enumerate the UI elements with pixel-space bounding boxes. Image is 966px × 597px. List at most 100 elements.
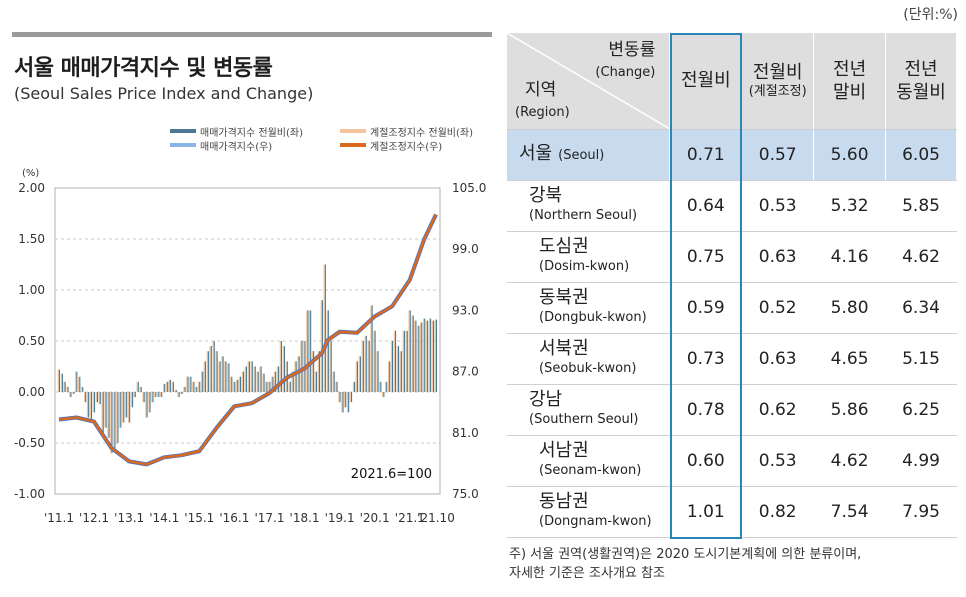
left-axis-unit: (%) — [22, 168, 39, 179]
mom-bar — [409, 310, 411, 392]
sa-mom-bar — [168, 379, 170, 392]
sa-mom-bar — [92, 392, 94, 413]
table-unit: (단위:%) — [903, 7, 958, 23]
sa-mom-bar — [291, 371, 293, 392]
sa-mom-bar — [338, 392, 340, 403]
sa-mom-bar — [75, 371, 77, 392]
title-accent-bar — [12, 32, 492, 37]
sa-mom-bar — [335, 381, 337, 392]
sa-mom-bar — [66, 386, 68, 392]
mom-bar — [140, 386, 142, 392]
sa-mom-bar — [89, 392, 91, 423]
sa-mom-bar — [180, 392, 182, 395]
header-yoy: 전년 동월비 — [885, 33, 957, 130]
mom-bar — [342, 392, 344, 413]
sa-mom-bar — [367, 341, 369, 392]
mom-bar — [318, 351, 321, 392]
x-tick-label: '12.1 — [79, 511, 109, 525]
mom-bar — [172, 381, 174, 392]
sa-mom-bar — [136, 381, 138, 392]
mom-bar — [275, 371, 277, 392]
sa-mom-bar — [376, 351, 378, 392]
mom-bar — [266, 381, 268, 392]
sa-mom-bar — [244, 366, 246, 392]
sa-mom-bar — [224, 361, 226, 392]
mom-bar — [321, 300, 323, 392]
mom-bar — [324, 264, 326, 392]
mom-bar — [283, 346, 285, 392]
mom-bar — [272, 376, 274, 392]
mom-bar — [199, 381, 201, 392]
chart-area: 2.00 1.50 1.00 0.50 0.00 -0.50 -1.00 (%) 105.0 99… — [14, 168, 486, 525]
mom-bar — [146, 392, 148, 418]
table-cell: 0.75 — [669, 231, 743, 283]
sa-mom-bar — [127, 392, 129, 423]
table-cell: 0.78 — [669, 384, 743, 436]
sa-mom-bar — [311, 351, 313, 392]
right-tick-label: 87.0 — [452, 365, 479, 379]
table-cell: 4.62 — [885, 231, 957, 283]
region-name-en: (Dosim-kwon) — [539, 258, 630, 274]
mom-bar — [155, 392, 157, 398]
mom-bar — [96, 392, 99, 403]
legend-item: 매매가격지수(우) — [170, 138, 303, 153]
mom-bar — [424, 318, 426, 392]
region-name-ko: 강남 — [529, 388, 563, 410]
sa-mom-bar — [139, 386, 141, 392]
sa-mom-bar — [110, 392, 112, 454]
table-cell: 0.82 — [741, 486, 815, 538]
sa-mom-bar — [157, 392, 159, 398]
region-name-ko: 동북권 — [539, 286, 589, 308]
legend-label: 계절조정지수(우) — [370, 141, 443, 153]
sa-mom-bar — [101, 392, 103, 433]
table-cell: 0.63 — [741, 231, 815, 283]
mom-bar — [99, 392, 101, 405]
region-name-ko: 서북권 — [539, 337, 589, 359]
table-cell: 0.73 — [669, 333, 743, 385]
mom-bar — [76, 371, 78, 392]
mom-bar — [82, 386, 84, 392]
sa-mom-bar — [98, 392, 100, 405]
region-name-ko: 강북 — [529, 184, 563, 206]
x-tick-label: '16.1 — [219, 511, 249, 525]
header-ytd: 전년 말비 — [813, 33, 887, 130]
sa-mom-bar — [346, 392, 349, 413]
table-row: 서남권 (Seonam-kwon) 0.60 0.53 4.62 4.99 — [507, 435, 957, 487]
right-tick-label: 99.0 — [452, 242, 479, 256]
sa-mom-bar — [233, 381, 235, 392]
sa-mom-bar — [402, 330, 404, 392]
header-label: 전월비 — [680, 70, 731, 92]
x-tick-label: '20.1 — [360, 511, 390, 525]
sa-mom-bar — [314, 371, 316, 392]
mom-bar — [61, 373, 63, 392]
left-tick-label: -0.50 — [14, 436, 45, 450]
x-tick-label: '17.1 — [254, 511, 284, 525]
mom-bar — [289, 381, 291, 392]
region-name: 서남권 (Seonam-kwon) — [507, 435, 671, 487]
mom-bar — [412, 315, 414, 392]
table-cell: 0.57 — [741, 129, 815, 181]
mom-bar — [315, 371, 318, 392]
mom-bar — [280, 341, 283, 392]
mom-bar — [257, 371, 259, 392]
region-name-ko: 동남권 — [539, 490, 589, 512]
header-region-ko: 지역 — [525, 80, 557, 100]
table-cell: 5.15 — [885, 333, 957, 385]
table-cell: 1.01 — [669, 486, 743, 538]
sa-mom-bar — [308, 310, 311, 392]
mom-bar — [134, 392, 136, 398]
mom-bar — [167, 381, 169, 392]
header-label: 전년 말비 — [833, 58, 867, 103]
table-cell: 5.80 — [813, 282, 887, 334]
x-tick-label: '15.1 — [184, 511, 214, 525]
sa-mom-bar — [192, 381, 194, 392]
mom-bar — [114, 392, 116, 449]
table-row: 동남권 (Dongnam-kwon) 1.01 0.82 7.54 7.95 — [507, 486, 957, 538]
region-name-en: (Seonam-kwon) — [539, 462, 642, 478]
mom-bar — [231, 376, 233, 392]
header-corner: 변동률 (Change) 지역 (Region) — [507, 33, 671, 130]
sa-mom-bar — [86, 392, 88, 418]
mom-bar — [339, 392, 341, 403]
header-region-en: (Region) — [515, 105, 570, 120]
sa-mom-bar — [57, 369, 59, 392]
